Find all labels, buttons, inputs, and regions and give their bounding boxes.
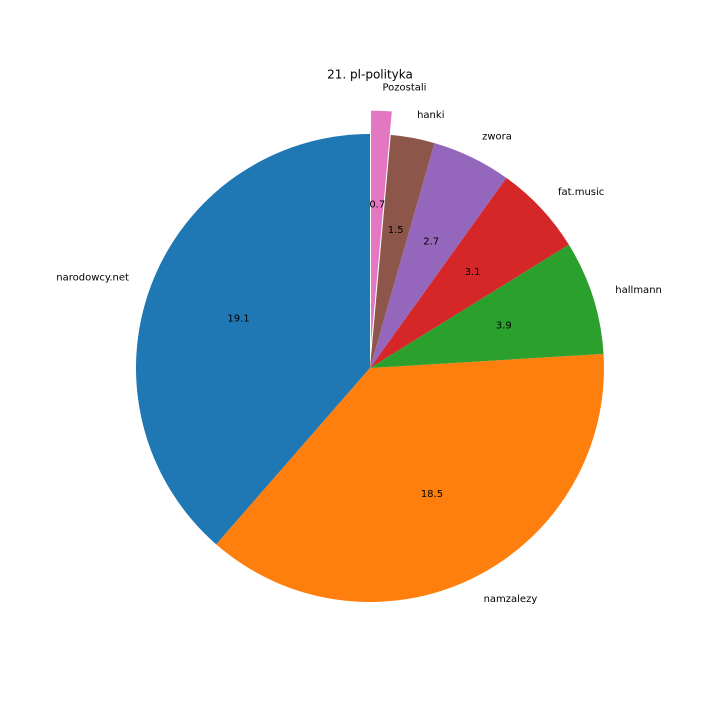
slice-label: hanki <box>417 110 444 121</box>
value-label: 19.1 <box>227 314 249 325</box>
pie-slice <box>370 244 604 368</box>
pie-slice <box>371 110 392 345</box>
pie-slice <box>136 134 370 545</box>
slice-label: zwora <box>482 131 512 142</box>
value-label: 18.5 <box>421 489 443 500</box>
value-label: 3.1 <box>465 267 481 278</box>
pie-slice <box>370 134 435 368</box>
pie-slice <box>370 177 569 368</box>
value-label: 0.7 <box>369 199 385 210</box>
slice-label: hallmann <box>615 285 662 296</box>
chart-title: 21. pl-polityka <box>327 68 413 82</box>
slice-label: fat.music <box>558 187 604 198</box>
slice-label: narodowcy.net <box>56 273 129 284</box>
pie-slice <box>216 353 605 603</box>
value-label: 2.7 <box>423 237 439 248</box>
value-label: 3.9 <box>496 320 512 331</box>
pie-slice <box>370 143 507 368</box>
value-label: 1.5 <box>388 225 404 236</box>
slice-label: namzalezy <box>484 594 538 605</box>
slice-label: Pozostali <box>382 82 426 93</box>
